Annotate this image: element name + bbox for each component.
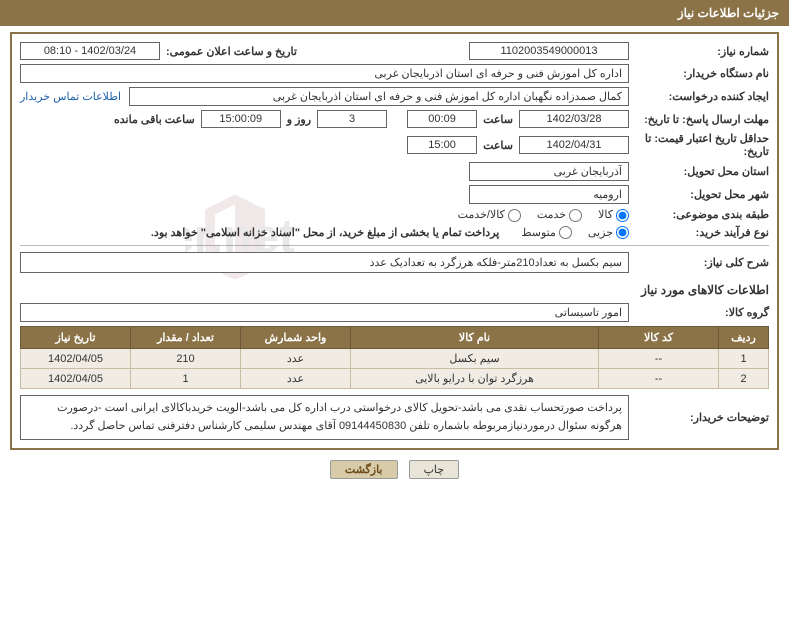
- button-row: چاپ بازگشت: [0, 454, 789, 489]
- cat-label: طبقه بندی موضوعی:: [629, 208, 769, 221]
- row-org: نام دستگاه خریدار: اداره کل اموزش فنی و …: [20, 64, 769, 83]
- province-label: استان محل تحویل:: [629, 165, 769, 178]
- deadline-label: مهلت ارسال پاسخ: تا تاریخ:: [629, 113, 769, 126]
- cell-unit: عدد: [241, 369, 351, 389]
- cell-name: هرزگرد توان با درایو بالایی: [351, 369, 599, 389]
- cat-both-radio[interactable]: [508, 209, 521, 222]
- announce-label: تاریخ و ساعت اعلان عمومی:: [160, 45, 303, 58]
- desc-label: شرح کلی نیاز:: [629, 256, 769, 269]
- cat-goods[interactable]: کالا: [598, 208, 629, 222]
- row-remarks: توضیحات خریدار: پرداخت صورتحساب نقدی می …: [20, 395, 769, 440]
- city-label: شهر محل تحویل:: [629, 188, 769, 201]
- goods-table: ردیف کد کالا نام کالا واحد شمارش تعداد /…: [20, 326, 769, 389]
- row-deadline: مهلت ارسال پاسخ: تا تاریخ: 1402/03/28 سا…: [20, 110, 769, 128]
- proc-small-radio[interactable]: [616, 226, 629, 239]
- proc-note: پرداخت تمام یا بخشی از مبلغ خرید، از محل…: [151, 226, 505, 239]
- main-panel: AriaTender.net شماره نیاز: 1102003549000…: [10, 32, 779, 450]
- deadline-date: 1402/03/28: [519, 110, 629, 128]
- cell-code: --: [599, 369, 719, 389]
- row-desc: شرح کلی نیاز: سیم بکسل به تعداد210متر-فل…: [20, 252, 769, 273]
- cat-service-radio[interactable]: [569, 209, 582, 222]
- th-code: کد کالا: [599, 327, 719, 349]
- row-validity: حداقل تاریخ اعتبار قیمت: تا تاریخ: 1402/…: [20, 132, 769, 158]
- cat-service[interactable]: خدمت: [537, 208, 582, 222]
- valid-label: حداقل تاریخ اعتبار قیمت: تا تاریخ:: [629, 132, 769, 158]
- group-value: امور تاسیساتی: [20, 303, 629, 322]
- cat-both[interactable]: کالا/خدمت: [458, 208, 521, 222]
- cell-code: --: [599, 349, 719, 369]
- row-req-no: شماره نیاز: 1102003549000013 تاریخ و ساع…: [20, 42, 769, 60]
- cell-qty: 210: [131, 349, 241, 369]
- row-creator: ایجاد کننده درخواست: کمال صمدزاده نگهبان…: [20, 87, 769, 106]
- cell-row: 2: [719, 369, 769, 389]
- row-city: شهر محل تحویل: ارومیه: [20, 185, 769, 204]
- province-value: آذربایجان غربی: [469, 162, 629, 181]
- page-container: جزئیات اطلاعات نیاز AriaTender.net شماره…: [0, 0, 789, 489]
- city-value: ارومیه: [469, 185, 629, 204]
- valid-hour: 15:00: [407, 136, 477, 154]
- th-row: ردیف: [719, 327, 769, 349]
- creator-label: ایجاد کننده درخواست:: [629, 90, 769, 103]
- row-category: طبقه بندی موضوعی: کالا خدمت کالا/خدمت: [20, 208, 769, 222]
- deadline-hour: 00:09: [407, 110, 477, 128]
- group-label: گروه کالا:: [629, 306, 769, 319]
- cell-date: 1402/04/05: [21, 369, 131, 389]
- contact-link[interactable]: اطلاعات تماس خریدار: [20, 90, 129, 103]
- table-header-row: ردیف کد کالا نام کالا واحد شمارش تعداد /…: [21, 327, 769, 349]
- goods-section-title: اطلاعات کالاهای مورد نیاز: [20, 283, 769, 297]
- cell-name: سیم بکسل: [351, 349, 599, 369]
- cell-date: 1402/04/05: [21, 349, 131, 369]
- remarks-value: پرداخت صورتحساب نقدی می باشد-تحویل کالای…: [20, 395, 629, 440]
- th-name: نام کالا: [351, 327, 599, 349]
- countdown: 15:00:09: [201, 110, 281, 128]
- days-remaining: 3: [317, 110, 387, 128]
- page-title: جزئیات اطلاعات نیاز: [678, 6, 779, 20]
- row-process: نوع فرآیند خرید: جزیی متوسط پرداخت تمام …: [20, 226, 769, 240]
- creator-value: کمال صمدزاده نگهبان اداره کل اموزش فنی و…: [129, 87, 629, 106]
- table-row: 2 -- هرزگرد توان با درایو بالایی عدد 1 1…: [21, 369, 769, 389]
- proc-label: نوع فرآیند خرید:: [629, 226, 769, 239]
- divider-1: [20, 245, 769, 246]
- th-unit: واحد شمارش: [241, 327, 351, 349]
- proc-small[interactable]: جزیی: [588, 226, 629, 240]
- row-group: گروه کالا: امور تاسیساتی: [20, 303, 769, 322]
- org-value: اداره کل اموزش فنی و حرفه ای استان اذربا…: [20, 64, 629, 83]
- cell-qty: 1: [131, 369, 241, 389]
- table-row: 1 -- سیم بکسل عدد 210 1402/04/05: [21, 349, 769, 369]
- cell-unit: عدد: [241, 349, 351, 369]
- req-no-label: شماره نیاز:: [629, 45, 769, 58]
- announce-value: 1402/03/24 - 08:10: [20, 42, 160, 60]
- req-no-value: 1102003549000013: [469, 42, 629, 60]
- page-header: جزئیات اطلاعات نیاز: [0, 0, 789, 26]
- valid-date: 1402/04/31: [519, 136, 629, 154]
- hour-label-1: ساعت: [477, 113, 519, 126]
- row-province: استان محل تحویل: آذربایجان غربی: [20, 162, 769, 181]
- cell-row: 1: [719, 349, 769, 369]
- remarks-label: توضیحات خریدار:: [629, 395, 769, 440]
- org-label: نام دستگاه خریدار:: [629, 67, 769, 80]
- th-qty: تعداد / مقدار: [131, 327, 241, 349]
- print-button[interactable]: چاپ: [409, 460, 460, 479]
- cat-goods-radio[interactable]: [616, 209, 629, 222]
- back-button[interactable]: بازگشت: [330, 460, 398, 479]
- proc-medium[interactable]: متوسط: [521, 226, 572, 240]
- proc-medium-radio[interactable]: [559, 226, 572, 239]
- hour-label-2: ساعت: [477, 139, 519, 152]
- remaining-label: ساعت باقی مانده: [108, 113, 201, 126]
- desc-value: سیم بکسل به تعداد210متر-فلکه هرزگرد به ت…: [20, 252, 629, 273]
- th-date: تاریخ نیاز: [21, 327, 131, 349]
- days-and-label: روز و: [281, 113, 317, 126]
